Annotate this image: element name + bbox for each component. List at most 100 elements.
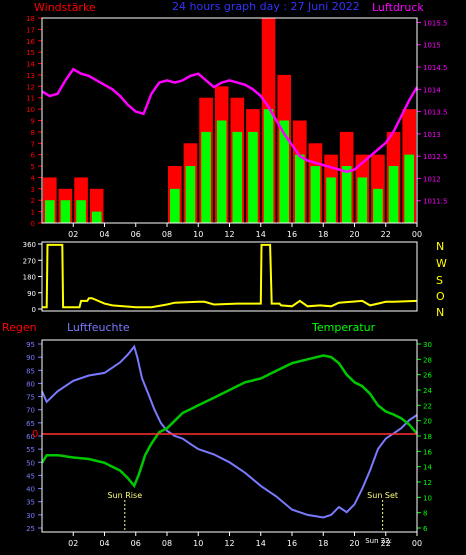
bottom-x-tick-label: 14 (256, 539, 266, 548)
wind-avg-bar (404, 154, 414, 223)
bottom-x-tick-label: 04 (99, 539, 109, 548)
humidity-tick-label: 60 (26, 433, 35, 441)
humidity-tick-label: 65 (26, 420, 35, 428)
wind-tick-label: 3 (31, 186, 35, 194)
temperature-tick-label: 12 (423, 479, 432, 487)
wind-tick-label: 4 (31, 174, 36, 182)
top-x-tick-label: 08 (162, 230, 172, 239)
humidity-axis: 25 30 35 40 45 50 55 60 65 70 75 80 85 90 95 (26, 341, 42, 533)
humidity-line (41, 344, 418, 519)
pressure-tick-label: 1014.5 (423, 64, 448, 72)
temperature-tick-label: 14 (423, 464, 432, 472)
wind-tick-label: 1 (31, 209, 35, 217)
humidity-tick-label: 80 (26, 380, 35, 388)
mid-frame (41, 241, 418, 312)
bottom-x-tick-label: 00 (412, 539, 422, 548)
bottom-x-tick-label: 10 (193, 539, 203, 548)
humidity-tick-label: 95 (26, 341, 35, 349)
temperature-axis-label: Temperatur (311, 321, 376, 334)
wind-avg-bar (388, 166, 399, 223)
direction-tick-label: 270 (23, 257, 36, 265)
sunset-label: Sun Set (367, 491, 398, 500)
wind-tick-label: 17 (26, 26, 35, 34)
wind-axis-label: Windstärke (34, 1, 96, 14)
wind-avg-bar (263, 109, 274, 223)
humidity-tick-label: 30 (26, 512, 35, 520)
top-x-tick-label: 04 (99, 230, 109, 239)
wind-avg-bar (232, 131, 243, 223)
top-frame (41, 17, 418, 224)
humidity-axis-label: Luftfeuchte (67, 321, 130, 334)
wind-tick-label: 14 (26, 61, 35, 69)
temperature-tick-label: 30 (423, 341, 432, 349)
sunrise-label: Sun Rise (107, 491, 142, 500)
pressure-tick-label: 1013 (423, 131, 441, 139)
temperature-tick-label: 20 (423, 418, 432, 426)
wind-tick-label: 2 (31, 197, 35, 205)
wind-avg-bar (201, 131, 211, 223)
pressure-tick-label: 1011.5 (423, 198, 448, 206)
wind-avg-bar (295, 154, 305, 223)
bottom-x-tick-label: 22 (381, 539, 391, 548)
top-x-tick-label: 16 (287, 230, 297, 239)
wind-direction-line (42, 243, 418, 309)
wind-avg-bar (310, 166, 321, 223)
wind-avg-bar (91, 211, 102, 223)
top-x-tick-label: 22 (381, 230, 391, 239)
top-x-tick-label: 18 (318, 230, 328, 239)
wind-bars (43, 18, 416, 223)
temperature-tick-label: 8 (423, 510, 427, 518)
wind-avg-bar (60, 200, 71, 223)
wind-tick-label: 9 (31, 118, 35, 126)
temperature-tick-label: 16 (423, 448, 432, 456)
top-x-tick-label: 06 (131, 230, 141, 239)
top-x-tick-label: 14 (256, 230, 266, 239)
wind-avg-bar (76, 200, 86, 223)
pressure-tick-label: 1013.5 (423, 109, 448, 117)
wind-tick-label: 7 (31, 140, 35, 148)
compass-labels: N W S O N (436, 240, 447, 319)
wind-avg-bar (373, 188, 383, 223)
temperature-tick-label: 18 (423, 433, 432, 441)
humidity-tick-label: 70 (26, 407, 35, 415)
temperature-line (40, 354, 418, 489)
humidity-tick-label: 35 (26, 499, 35, 507)
temperature-tick-label: 22 (423, 402, 432, 410)
compass-o: O (436, 290, 445, 303)
compass-n-top: N (436, 240, 444, 253)
pressure-axis: 1011.5 1012 1012.5 1013 1013.5 1014 1014.5 1015… (417, 19, 448, 206)
wind-avg-bar (326, 177, 336, 223)
temperature-tick-label: 28 (423, 356, 432, 364)
pressure-tick-label: 1014 (423, 86, 441, 94)
wind-tick-label: 8 (31, 129, 35, 137)
bottom-x-tick-label: 16 (287, 539, 297, 548)
rain-axis-label: Regen (2, 321, 37, 334)
humidity-tick-label: 45 (26, 472, 35, 480)
chart-title: 24 hours graph day : 27 Juni 2022 (172, 0, 360, 13)
humidity-tick-label: 75 (26, 394, 35, 402)
bottom-x-tick-label: 20 (349, 539, 359, 548)
top-x-tick-label: 10 (193, 230, 203, 239)
wind-avg-bar (357, 177, 368, 223)
wind-tick-label: 16 (26, 38, 35, 46)
bottom-x-axis: 02 04 06 08 10 12 14 16 18 20 22 00 (68, 532, 422, 548)
temperature-tick-label: 6 (423, 525, 428, 533)
compass-n-bottom: N (436, 306, 444, 319)
humidity-tick-label: 25 (26, 525, 35, 533)
pressure-axis-label: Luftdruck (372, 1, 424, 14)
top-x-tick-label: 00 (412, 230, 422, 239)
wind-tick-label: 10 (26, 106, 35, 114)
humidity-tick-label: 40 (26, 486, 35, 494)
wind-tick-label: 5 (31, 163, 35, 171)
pressure-tick-label: 1012 (423, 175, 441, 183)
temperature-tick-label: 26 (423, 372, 432, 380)
top-x-tick-label: 02 (68, 230, 78, 239)
compass-s: S (436, 274, 443, 287)
humidity-tick-label: 55 (26, 446, 35, 454)
temperature-axis: 6 8 10 12 14 16 18 20 22 24 26 28 30 (417, 341, 432, 533)
direction-tick-label: 180 (23, 274, 36, 282)
humidity-tick-label: 90 (26, 354, 35, 362)
sun-markers: Sun Rise Sun Set Sun 22: (107, 491, 398, 545)
